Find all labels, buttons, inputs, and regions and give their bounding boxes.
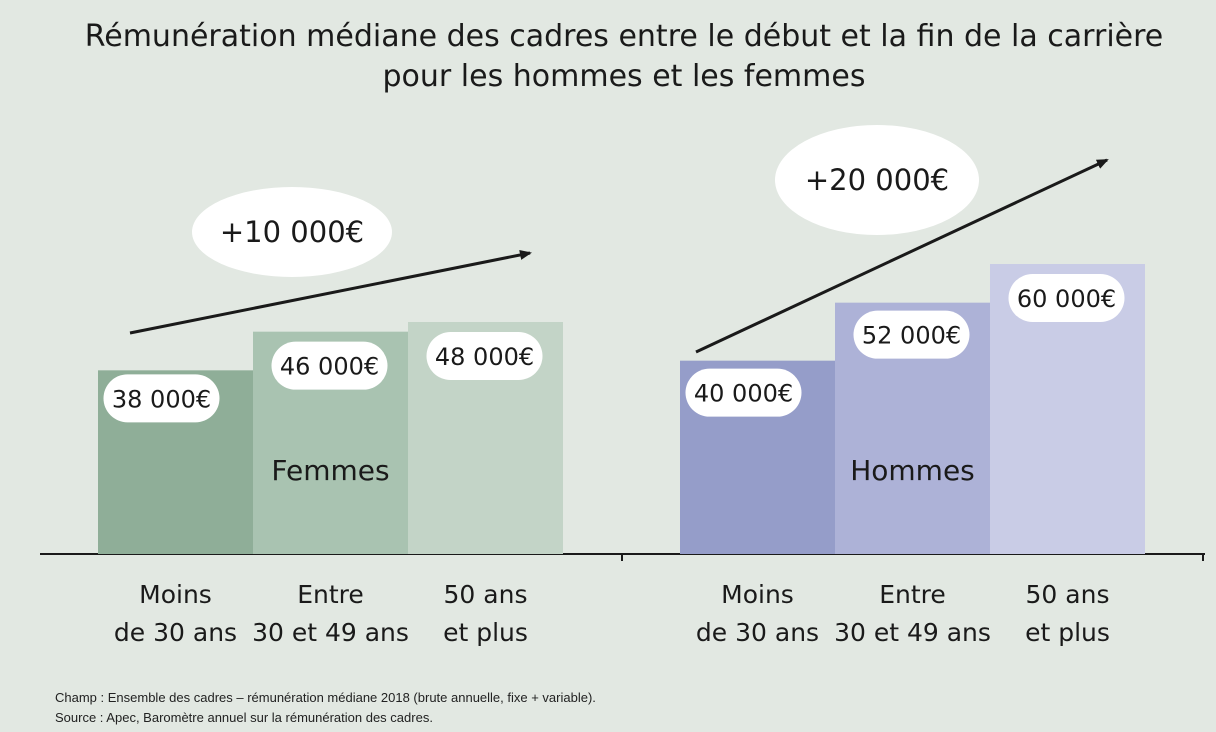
delta-label-femmes: +10 000€ (220, 215, 364, 249)
category-label-femmes-2-line-2: 30 et 49 ans (252, 618, 409, 647)
chart-title-line-2: pour les hommes et les femmes (383, 59, 866, 94)
category-label-femmes-3-line-1: 50 ans (444, 580, 528, 609)
value-badge-femmes-1 (103, 374, 220, 423)
delta-label-hommes: +20 000€ (805, 163, 949, 197)
chart-title-line-1: Rémunération médiane des cadres entre le… (85, 19, 1164, 54)
growth-arrow-femmes (129, 250, 532, 335)
value-badge-femmes-2 (271, 341, 388, 390)
value-badge-hommes-1 (685, 368, 802, 417)
group-label-hommes: Hommes (850, 454, 975, 487)
category-label-hommes-3-line-2: et plus (1025, 618, 1110, 647)
category-label-hommes-2-line-1: Entre (879, 580, 946, 609)
growth-arrow-hommes (695, 158, 1109, 354)
category-label-femmes-1-line-2: de 30 ans (114, 618, 237, 647)
delta-bubble-hommes (775, 125, 979, 235)
value-label-femmes-1: 38 000€ (112, 385, 211, 413)
value-badge-hommes-2 (853, 310, 970, 359)
category-label-femmes-2-line-1: Entre (297, 580, 364, 609)
category-label-hommes-3-line-1: 50 ans (1026, 580, 1110, 609)
value-label-hommes-1: 40 000€ (694, 380, 793, 408)
value-label-hommes-2: 52 000€ (862, 322, 961, 350)
footnote-champ: Champ : Ensemble des cadres – rémunérati… (55, 690, 596, 705)
category-label-hommes-1-line-1: Moins (721, 580, 794, 609)
group-label-femmes: Femmes (271, 454, 389, 487)
category-label-hommes-2-line-2: 30 et 49 ans (834, 618, 991, 647)
value-badge-femmes-3 (426, 332, 543, 380)
category-label-femmes-1-line-1: Moins (139, 580, 212, 609)
category-label-femmes-3-line-2: et plus (443, 618, 528, 647)
delta-bubble-femmes (192, 187, 392, 277)
footnote-source: Source : Apec, Baromètre annuel sur la r… (55, 710, 433, 725)
plot-area: 38 000€ 46 000€ 48 000€ Femmes Moins de 30 an… (40, 125, 1205, 647)
value-badge-hommes-3 (1008, 274, 1125, 322)
value-label-hommes-3: 60 000€ (1017, 285, 1116, 313)
value-label-femmes-2: 46 000€ (280, 353, 379, 381)
category-label-hommes-1-line-2: de 30 ans (696, 618, 819, 647)
value-label-femmes-3: 48 000€ (435, 343, 534, 371)
